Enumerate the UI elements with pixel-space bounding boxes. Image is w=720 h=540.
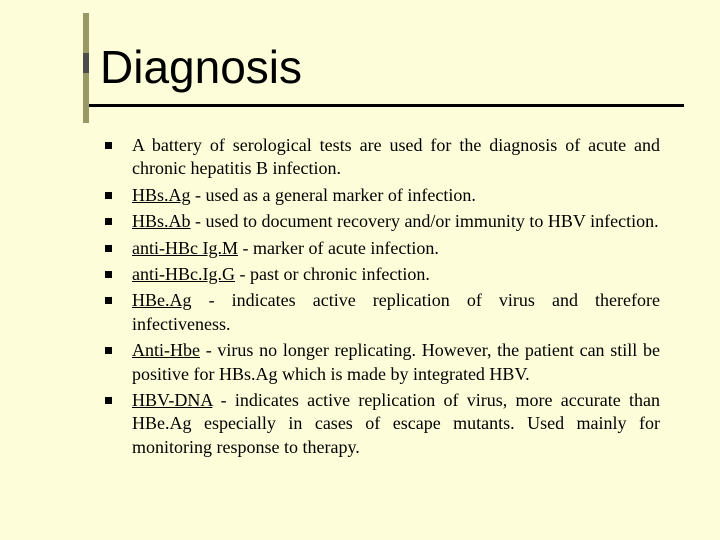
list-item: HBV-DNA - indicates active replication o… bbox=[105, 389, 660, 459]
list-item: Anti-Hbe - virus no longer replicating. … bbox=[105, 339, 660, 386]
term-underline: HBs.Ab bbox=[132, 211, 191, 231]
list-item: HBe.Ag - indicates active replication of… bbox=[105, 289, 660, 336]
square-bullet-icon bbox=[105, 192, 112, 199]
list-item-text: HBV-DNA - indicates active replication o… bbox=[132, 389, 660, 459]
square-bullet-icon bbox=[105, 397, 112, 404]
term-underline: HBe.Ag bbox=[132, 290, 192, 310]
list-item-text: Anti-Hbe - virus no longer replicating. … bbox=[132, 339, 660, 386]
bullet-list: A battery of serological tests are used … bbox=[105, 134, 660, 462]
square-bullet-icon bbox=[105, 142, 112, 149]
square-bullet-icon bbox=[105, 271, 112, 278]
title-underline bbox=[89, 104, 684, 107]
slide-title: Diagnosis bbox=[100, 40, 302, 94]
term-underline: anti-HBc.Ig.G bbox=[132, 264, 235, 284]
list-item: HBs.Ag - used as a general marker of inf… bbox=[105, 184, 660, 207]
slide: Diagnosis A battery of serological tests… bbox=[0, 0, 720, 540]
accent-bar-mid bbox=[83, 53, 89, 73]
list-item: anti-HBc.Ig.G - past or chronic infectio… bbox=[105, 263, 660, 286]
list-item-text: anti-HBc.Ig.G - past or chronic infectio… bbox=[132, 263, 660, 286]
list-item: HBs.Ab - used to document recovery and/o… bbox=[105, 210, 660, 233]
term-underline: HBV-DNA bbox=[132, 390, 212, 410]
term-underline: Anti-Hbe bbox=[132, 340, 200, 360]
list-item-text: HBe.Ag - indicates active replication of… bbox=[132, 289, 660, 336]
list-item-text: A battery of serological tests are used … bbox=[132, 134, 660, 181]
list-item-text: HBs.Ag - used as a general marker of inf… bbox=[132, 184, 660, 207]
list-item-text: anti-HBc Ig.M - marker of acute infectio… bbox=[132, 237, 660, 260]
list-item: A battery of serological tests are used … bbox=[105, 134, 660, 181]
term-underline: HBs.Ag bbox=[132, 185, 191, 205]
accent-bar-top bbox=[83, 13, 89, 53]
accent-bar-bottom bbox=[83, 73, 89, 123]
square-bullet-icon bbox=[105, 297, 112, 304]
list-item-text: HBs.Ab - used to document recovery and/o… bbox=[132, 210, 660, 233]
square-bullet-icon bbox=[105, 347, 112, 354]
square-bullet-icon bbox=[105, 245, 112, 252]
square-bullet-icon bbox=[105, 218, 112, 225]
list-item: anti-HBc Ig.M - marker of acute infectio… bbox=[105, 237, 660, 260]
term-underline: anti-HBc Ig.M bbox=[132, 238, 238, 258]
